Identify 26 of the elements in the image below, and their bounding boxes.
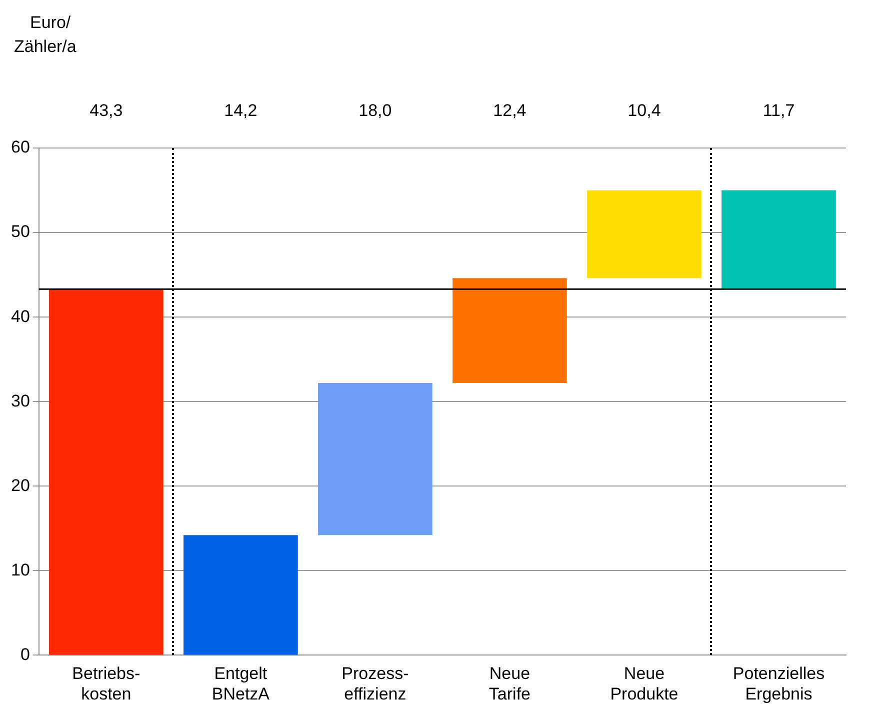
- data-label: 11,7: [762, 101, 795, 120]
- y-tick-label: 30: [10, 391, 30, 410]
- bar: [49, 289, 164, 655]
- data-label: 43,3: [90, 101, 123, 120]
- x-tick-label: Neue Tarife: [488, 664, 530, 704]
- bar: [318, 383, 432, 536]
- y-tick-label: 0: [20, 644, 30, 664]
- y-tick-label: 20: [10, 476, 30, 495]
- data-label: 12,4: [493, 101, 526, 120]
- x-tick-label: Prozess- effizienz: [342, 664, 409, 704]
- y-tick-label: 60: [10, 138, 30, 157]
- x-tick-label: Potenzielles Ergebnis: [732, 664, 825, 704]
- y-axis-title: Euro/ Zähler/a: [14, 13, 77, 56]
- bar: [587, 190, 702, 278]
- x-tick-label: Entgelt BNetzA: [212, 664, 270, 704]
- bar: [184, 535, 298, 655]
- y-tick-label: 50: [10, 222, 30, 242]
- bar: [452, 278, 567, 384]
- y-tick-label: 40: [10, 306, 30, 326]
- bar: [722, 190, 836, 290]
- y-tick-label: 10: [10, 560, 30, 580]
- data-label: 18,0: [358, 101, 392, 120]
- x-tick-label: Neue Produkte: [610, 664, 678, 704]
- data-label: 10,4: [628, 101, 661, 120]
- data-label: 14,2: [224, 101, 258, 120]
- x-tick-label: Betriebs- kosten: [72, 664, 140, 704]
